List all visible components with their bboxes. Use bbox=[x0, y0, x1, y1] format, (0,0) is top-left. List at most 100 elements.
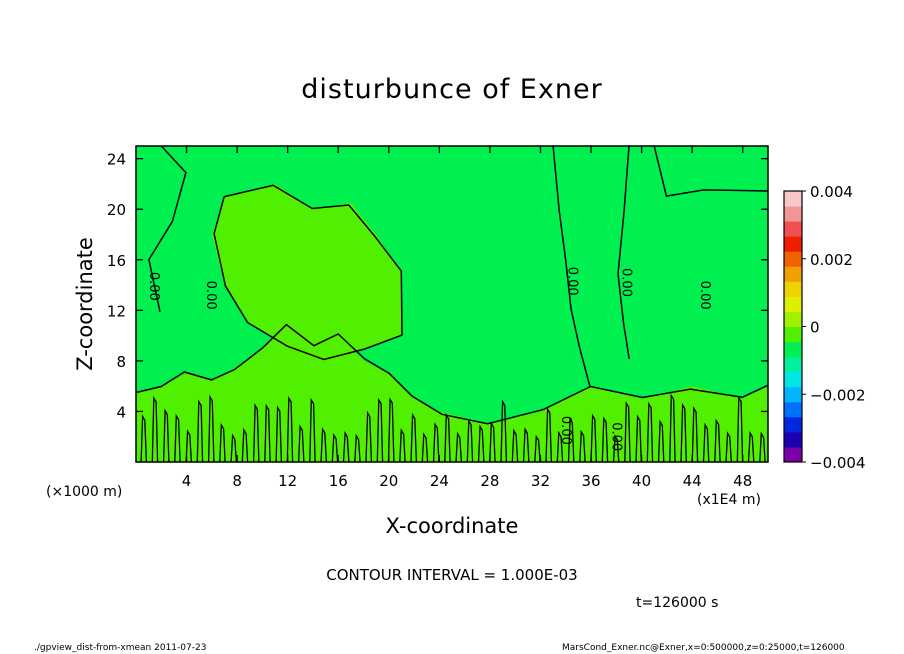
colorbar-segment bbox=[784, 221, 802, 237]
x-tick-label: 16 bbox=[329, 472, 348, 490]
contour-line-low-level bbox=[590, 413, 597, 463]
x-tick-label: 48 bbox=[733, 472, 752, 490]
colorbar-segment bbox=[784, 326, 802, 343]
contour-line-low-level bbox=[747, 430, 755, 463]
colorbar-segment bbox=[784, 416, 802, 433]
contour-line-low-level bbox=[522, 427, 530, 463]
contour-line-low-level bbox=[264, 403, 271, 463]
colorbar-segment bbox=[784, 236, 802, 252]
colorbar-tick-label: −0.002 bbox=[810, 386, 866, 404]
y-tick-label: 24 bbox=[107, 151, 126, 169]
colorbar-segment bbox=[784, 341, 802, 358]
x-unit-label-secondary: (x1E4 m) bbox=[697, 492, 761, 508]
colorbar-segment bbox=[784, 356, 802, 373]
field-region-upper bbox=[211, 183, 402, 361]
colorbar-segment bbox=[784, 431, 802, 448]
contour-line-low-level bbox=[230, 433, 238, 463]
x-tick-label: 32 bbox=[531, 472, 550, 490]
x-unit-label: (×1000 m) bbox=[46, 484, 123, 500]
colorbar-segment bbox=[784, 401, 802, 418]
colorbar-tick-label: 0.002 bbox=[810, 251, 853, 269]
contour-label: 0.00 bbox=[564, 267, 579, 296]
x-tick-label: 24 bbox=[430, 472, 449, 490]
contour-line-low-level bbox=[376, 397, 384, 463]
footer-left: ./gpview_dist-from-xmean 2011-07-23 bbox=[34, 643, 207, 653]
contour-line-low-level bbox=[207, 394, 215, 463]
contour-line-low-level bbox=[691, 406, 699, 463]
contour-line-low-level bbox=[736, 395, 744, 463]
contour-line-low-level bbox=[759, 431, 766, 463]
contour-line-low-level bbox=[444, 412, 451, 463]
contour-line-low-level bbox=[657, 419, 665, 463]
colorbar-tick-label: −0.004 bbox=[810, 454, 866, 472]
contour-line-low-level bbox=[196, 399, 204, 463]
colorbar-tick-label: 0 bbox=[810, 319, 820, 337]
contour-line-low-level bbox=[500, 399, 508, 463]
x-axis-label: X-coordinate bbox=[385, 514, 519, 538]
colorbar-segment bbox=[784, 311, 802, 327]
x-tick-label: 12 bbox=[278, 472, 297, 490]
contour-line-low-level bbox=[646, 401, 654, 463]
x-tick-label: 4 bbox=[182, 472, 192, 490]
colorbar: 0.004 0.002 0 −0.002 −0.004 bbox=[783, 183, 866, 472]
contour-line-low-level bbox=[421, 432, 429, 463]
contour-label: 0.00 bbox=[609, 422, 624, 451]
y-tick-label: 8 bbox=[116, 353, 126, 371]
contour-line-low-level bbox=[309, 397, 316, 463]
colorbar-segment bbox=[784, 446, 802, 463]
colorbar-segment bbox=[784, 371, 802, 388]
y-tick-label: 12 bbox=[107, 302, 126, 320]
colorbar-segment bbox=[784, 281, 802, 297]
contour-line-low-level bbox=[489, 421, 496, 463]
x-tick-label: 40 bbox=[632, 472, 651, 490]
contour-lines bbox=[135, 145, 769, 463]
contour-line-low-level bbox=[140, 414, 148, 463]
colorbar-tick-label: 0.004 bbox=[810, 183, 853, 201]
contour-line-left bbox=[148, 145, 187, 312]
colorbar-segment bbox=[784, 251, 802, 267]
contour-label: 0.00 bbox=[203, 281, 218, 310]
contour-label: 0.00 bbox=[619, 268, 634, 297]
colorbar-segment bbox=[784, 191, 802, 207]
x-tick-label: 28 bbox=[480, 472, 499, 490]
x-tick-label: 44 bbox=[683, 472, 702, 490]
contour-line-upper bbox=[213, 184, 403, 361]
contour-line-low-level bbox=[702, 422, 710, 463]
contour-line-low-level bbox=[511, 428, 519, 463]
contour-line-low-level bbox=[680, 402, 687, 463]
time-text: t=126000 s bbox=[636, 595, 719, 611]
contour-label: 0.00 bbox=[697, 281, 712, 310]
colorbar-segment bbox=[784, 386, 802, 403]
contour-line-low-level bbox=[399, 428, 406, 463]
contour-line-low-level bbox=[185, 428, 193, 463]
footer-right: MarsCond_Exner.nc@Exner,x=0:500000,z=0:2… bbox=[562, 643, 845, 653]
contour-label: 0.00 bbox=[558, 416, 573, 445]
contour-line-low-level bbox=[534, 434, 541, 463]
contour-line-low-level bbox=[410, 412, 418, 463]
contour-line-low-level bbox=[455, 431, 463, 463]
contour-line-mid bbox=[552, 145, 591, 388]
x-axis-ticks: 4 8 12 16 20 24 28 32 36 40 44 48 bbox=[182, 146, 752, 490]
y-axis-ticks: 4 8 12 16 20 24 bbox=[107, 151, 768, 421]
contour-line-low-level bbox=[241, 427, 249, 463]
contour-line-low-level bbox=[669, 393, 676, 463]
contour-line-lower bbox=[135, 323, 769, 425]
contour-label: 0.00 bbox=[146, 272, 161, 301]
contour-line-low-level bbox=[601, 416, 609, 463]
contour-line-low-level bbox=[320, 427, 328, 463]
contour-line-low-level bbox=[162, 408, 170, 463]
y-tick-label: 16 bbox=[107, 252, 126, 270]
contour-line-low-level bbox=[432, 422, 440, 463]
x-tick-label: 8 bbox=[232, 472, 242, 490]
contour-labels: 0.00 0.00 0.00 0.00 0.00 0.00 0.00 bbox=[146, 267, 712, 451]
y-tick-label: 20 bbox=[107, 201, 126, 219]
contour-line-top-right bbox=[653, 145, 769, 197]
contour-line-low-level bbox=[545, 406, 553, 463]
contour-line-low-level bbox=[466, 418, 474, 463]
contour-line-low-level bbox=[354, 433, 361, 463]
contour-line-low-level bbox=[635, 414, 642, 463]
contour-line-low-level bbox=[567, 416, 575, 463]
contour-line-low-level bbox=[579, 429, 586, 463]
y-tick-label: 4 bbox=[116, 403, 126, 421]
